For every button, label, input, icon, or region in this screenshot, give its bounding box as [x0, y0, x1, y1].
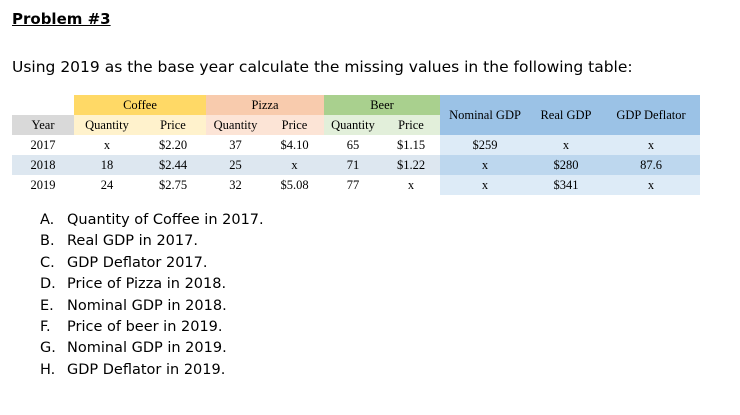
beer-quantity-cell: 65	[346, 137, 360, 152]
gdp-deflator-cell: x	[602, 175, 700, 195]
instruction-text: Using 2019 as the base year calculate th…	[12, 58, 633, 76]
question-item: E. Nominal GDP in 2018.	[40, 296, 264, 317]
pizza-price-header: Price	[265, 115, 324, 135]
year-header: Year	[12, 115, 74, 135]
gdp-deflator-cell: 87.6	[602, 155, 700, 175]
question-text: Nominal GDP in 2018.	[67, 297, 227, 314]
question-letter: E.	[40, 297, 54, 314]
problem-heading: Problem #3	[12, 10, 111, 28]
coffee-group-header: Coffee	[74, 95, 206, 115]
table-row: 2019 24 $2.75 32 $5.08 77 x x $341 x	[12, 175, 700, 195]
question-text: GDP Deflator 2017.	[67, 254, 208, 271]
question-text: GDP Deflator in 2019.	[67, 361, 226, 378]
pizza-quantity-cell: 37	[229, 137, 242, 152]
beer-quantity-cell: 77	[346, 177, 360, 192]
coffee-price-header: Price	[140, 115, 206, 135]
question-item: H. GDP Deflator in 2019.	[40, 360, 264, 381]
beer-quantity-cell: 71	[346, 157, 360, 172]
pizza-quantity-cell: 25	[229, 157, 242, 172]
question-letter: G.	[40, 340, 56, 357]
beer-price-cell: $1.15	[396, 137, 426, 152]
year-cell: 2019	[30, 177, 56, 192]
coffee-quantity-header: Quantity	[74, 115, 140, 135]
question-letter: B.	[40, 233, 55, 250]
nominal-gdp-cell: $259	[440, 135, 530, 155]
real-gdp-cell: $341	[530, 175, 602, 195]
coffee-quantity-cell: x	[103, 137, 111, 152]
real-gdp-cell: $280	[530, 155, 602, 175]
question-text: Price of beer in 2019.	[67, 318, 223, 335]
table-row: 2018 18 $2.44 25 x 71 $1.22 x $280 87.6	[12, 155, 700, 175]
question-letter: C.	[40, 254, 55, 271]
beer-price-header: Price	[382, 115, 440, 135]
beer-price-cell: x	[407, 177, 415, 192]
pizza-quantity-header: Quantity	[206, 115, 265, 135]
question-text: Real GDP in 2017.	[67, 233, 198, 250]
question-item: C. GDP Deflator 2017.	[40, 253, 264, 274]
pizza-price-cell: $4.10	[280, 137, 309, 152]
pizza-group-header: Pizza	[206, 95, 324, 115]
beer-group-header: Beer	[324, 95, 440, 115]
nominal-gdp-cell: x	[440, 175, 530, 195]
coffee-quantity-cell: 24	[100, 177, 114, 192]
real-gdp-header: Real GDP	[530, 95, 602, 135]
coffee-quantity-cell: 18	[100, 157, 114, 172]
question-text: Nominal GDP in 2019.	[67, 340, 227, 357]
blank-corner-cell	[12, 95, 74, 115]
question-item: A. Quantity of Coffee in 2017.	[40, 210, 264, 231]
year-cell: 2017	[30, 137, 56, 152]
question-letter: A.	[40, 212, 55, 228]
question-letter: D.	[40, 276, 56, 293]
question-letter: F.	[40, 318, 51, 335]
question-item: F. Price of beer in 2019.	[40, 317, 264, 338]
coffee-price-cell: $2.20	[158, 137, 188, 152]
question-text: Quantity of Coffee in 2017.	[67, 212, 264, 228]
question-item: B. Real GDP in 2017.	[40, 231, 264, 252]
coffee-price-cell: $2.75	[158, 177, 188, 192]
pizza-quantity-cell: 32	[229, 177, 242, 192]
beer-quantity-header: Quantity	[324, 115, 382, 135]
table-row: 2017 x $2.20 37 $4.10 65 $1.15 $259 x x	[12, 135, 700, 155]
sub-header-row: Year Quantity Price Quantity Price Quant…	[12, 115, 700, 135]
real-gdp-cell: x	[530, 135, 602, 155]
group-header-row: Coffee Pizza Beer Nominal GDP Real GDP G…	[12, 95, 700, 135]
nominal-gdp-cell: x	[440, 155, 530, 175]
gdp-deflator-cell: x	[602, 135, 700, 155]
beer-price-cell: $1.22	[396, 157, 426, 172]
question-letter: H.	[40, 361, 56, 378]
year-cell: 2018	[30, 157, 56, 172]
question-item: D. Price of Pizza in 2018.	[40, 274, 264, 295]
gdp-data-table: Coffee Pizza Beer Nominal GDP Real GDP G…	[12, 95, 700, 195]
question-list: A. Quantity of Coffee in 2017. B. Real GDP…	[40, 210, 264, 381]
pizza-price-cell: $5.08	[280, 177, 309, 192]
question-text: Price of Pizza in 2018.	[67, 276, 227, 293]
question-item: G. Nominal GDP in 2019.	[40, 338, 264, 359]
nominal-gdp-header: Nominal GDP	[440, 95, 530, 135]
pizza-price-cell: x	[291, 157, 298, 172]
coffee-price-cell: $2.44	[158, 157, 188, 172]
gdp-deflator-header: GDP Deflator	[602, 95, 700, 135]
